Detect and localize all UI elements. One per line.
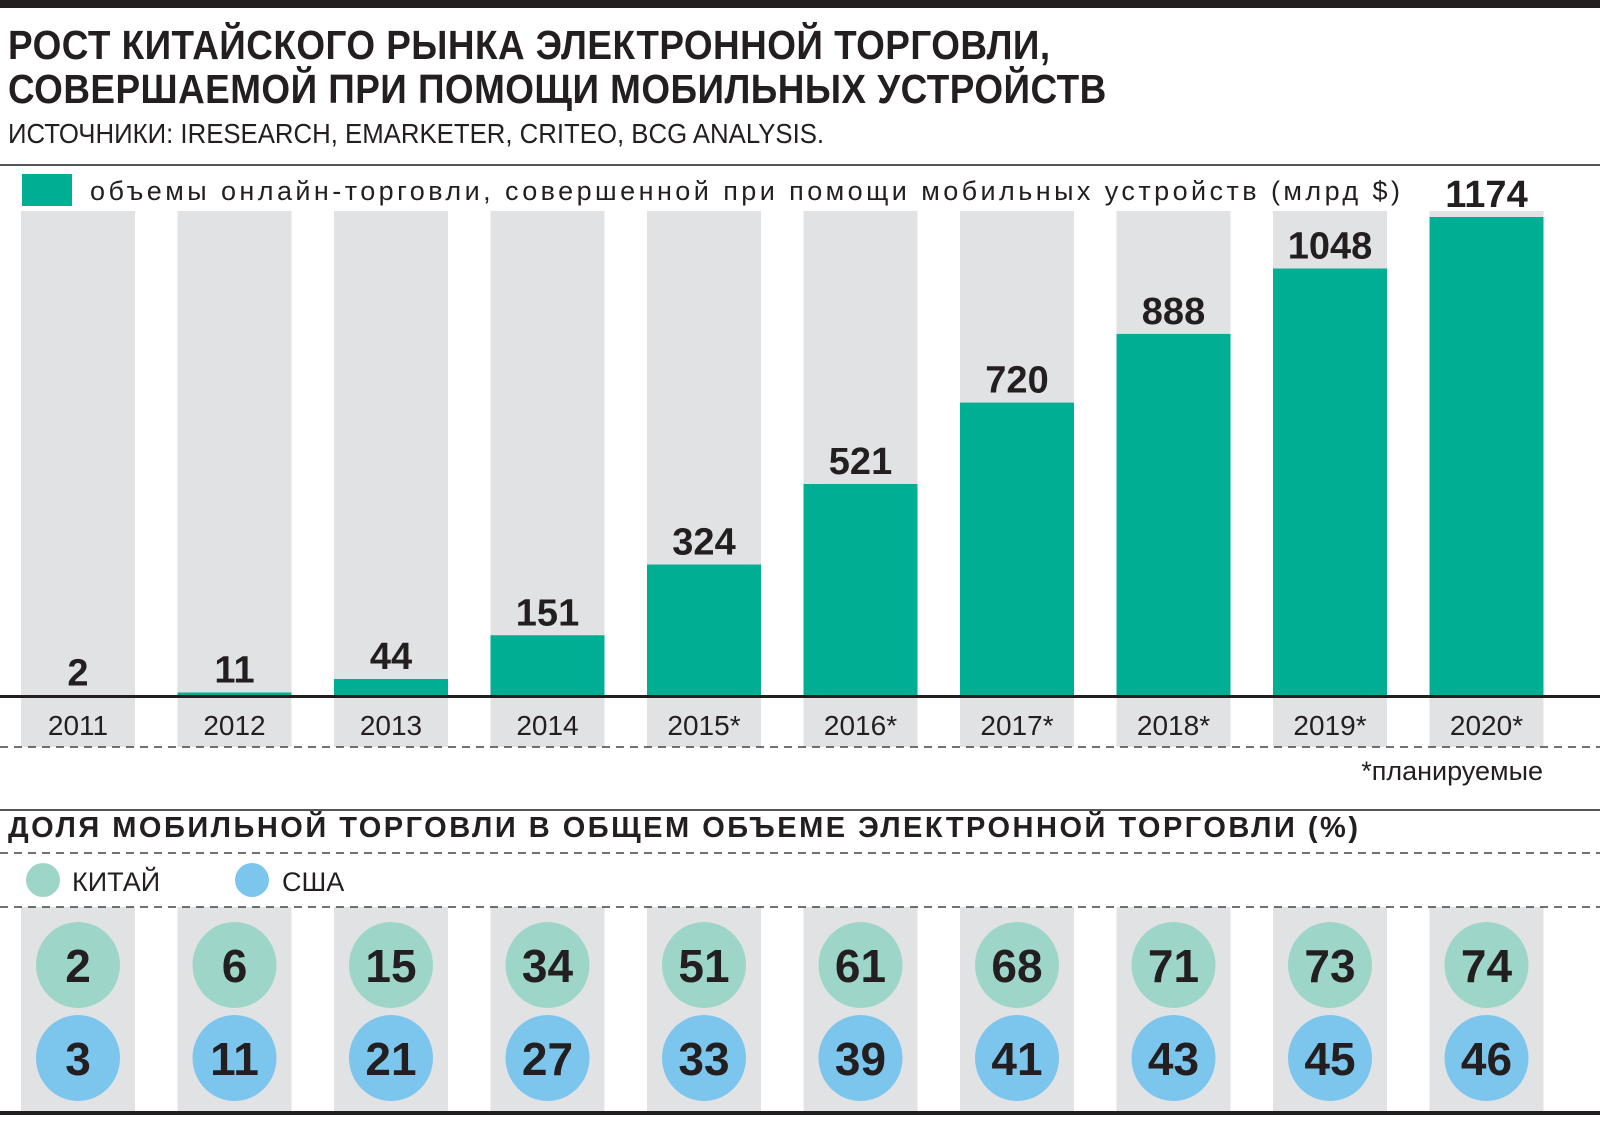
circle-value-label: 2 [65,940,91,992]
bar-value-label: 888 [1142,291,1205,333]
circle-china [975,922,1059,1008]
circle-usa [349,1015,433,1101]
circle-value-label: 39 [835,1033,886,1085]
circle-value-label: 21 [365,1033,416,1085]
circle-usa [662,1015,746,1101]
circle-usa [36,1015,120,1101]
legend-swatch [22,174,72,206]
x-tick-label: 2018* [1137,710,1210,741]
bar-value-label: 11 [214,650,254,692]
circle-value-label: 51 [678,940,729,992]
circle-china [662,922,746,1008]
bar-2018* [1116,333,1231,697]
bar-value-label: 44 [370,636,412,678]
bar-value-label: 2 [67,653,88,695]
circle-china [349,922,433,1008]
circle-china [505,922,590,1008]
circle-value-label: 3 [65,1033,91,1085]
bar-2019* [1273,268,1387,697]
top-rule [0,0,1600,8]
legend-china-dot [26,863,60,897]
circle-china [192,922,277,1008]
x-tick-label: 2016* [824,710,897,741]
column-background [177,211,292,747]
section-title: ДОЛЯ МОБИЛЬНОЙ ТОРГОВЛИ В ОБЩЕМ ОБЪЕМЕ Э… [8,810,1358,844]
circle-value-label: 46 [1461,1033,1512,1085]
bar-2012 [177,692,292,697]
circle-usa [1444,1015,1529,1101]
circle-china [1444,922,1529,1008]
x-tick-label: 2014 [516,710,578,741]
circle-value-label: 15 [365,940,416,992]
bar-value-label: 151 [516,592,579,634]
title-line-1: РОСТ КИТАЙСКОГО РЫНКА ЭЛЕКТРОННОЙ ТОРГОВ… [8,22,1051,68]
circle-usa [818,1015,903,1101]
circle-usa [975,1015,1059,1101]
circle-value-label: 41 [991,1033,1042,1085]
legend-china-label: КИТАЙ [72,866,160,897]
legend-label: объемы онлайн-торговли, совершенной при … [90,176,1400,206]
circle-usa [192,1015,277,1101]
circle-usa [505,1015,590,1101]
circle-usa [1131,1015,1216,1101]
x-tick-label: 2017* [980,710,1053,741]
circle-value-label: 27 [522,1033,573,1085]
bar-2013 [334,679,448,697]
x-tick-label: 2020* [1450,710,1523,741]
circle-value-label: 74 [1461,940,1513,992]
bar-2016* [803,483,918,697]
bar-value-label: 1048 [1288,226,1373,268]
bar-value-label: 1174 [1445,174,1527,216]
bar-2017* [960,402,1074,697]
x-tick-label: 2013 [360,710,422,741]
sources: ИСТОЧНИКИ: IRESEARCH, EMARKETER, CRITEO,… [8,118,825,149]
circle-value-label: 33 [678,1033,729,1085]
circle-value-label: 68 [991,940,1042,992]
circle-china [818,922,903,1008]
circle-value-label: 71 [1148,940,1199,992]
circle-value-label: 45 [1304,1033,1355,1085]
column-background [334,211,448,747]
bar-value-label: 521 [829,441,892,483]
circle-china [36,922,120,1008]
circle-china [1131,922,1216,1008]
divider-line [0,164,1600,166]
x-tick-label: 2011 [48,710,108,741]
column-background [21,211,135,747]
bar-2020* [1429,217,1544,697]
circle-value-label: 61 [835,940,886,992]
circle-value-label: 6 [222,940,248,992]
x-tick-label: 2012 [203,710,265,741]
circle-usa [1288,1015,1372,1101]
bar-value-label: 324 [672,522,735,564]
circle-value-label: 43 [1148,1033,1199,1085]
legend-usa-label: США [282,867,344,897]
circle-china [1288,922,1372,1008]
circle-value-label: 11 [210,1033,259,1085]
bar-value-label: 720 [985,360,1048,402]
x-tick-label: 2015* [667,710,740,741]
footnote: *планируемые [1361,756,1543,786]
legend-usa-dot [235,863,269,897]
bar-2014 [490,635,605,697]
x-tick-label: 2019* [1293,710,1366,741]
bar-2015* [647,564,761,697]
bottom-rule [0,1111,1600,1115]
title-line-2: СОВЕРШАЕМОЙ ПРИ ПОМОЩИ МОБИЛЬНЫХ УСТРОЙС… [8,66,1107,112]
divider-line [0,809,1600,811]
circle-value-label: 73 [1304,940,1355,992]
circle-value-label: 34 [522,940,574,992]
baseline [0,695,1600,698]
